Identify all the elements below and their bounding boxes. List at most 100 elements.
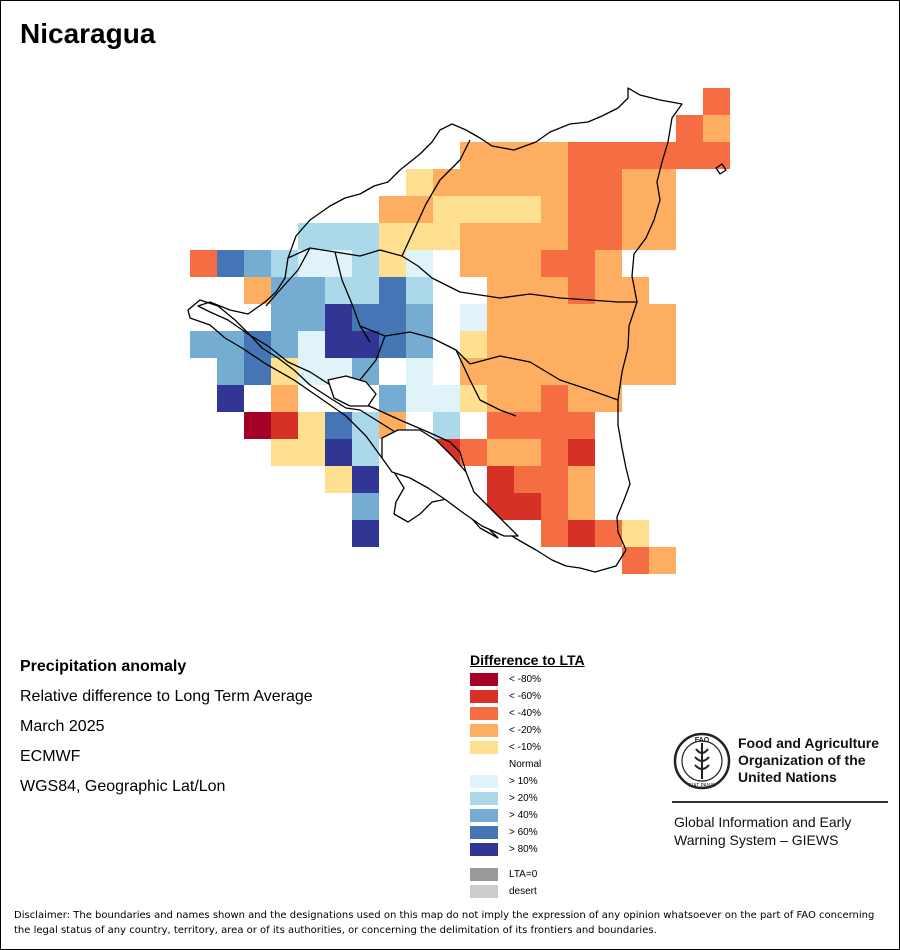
anomaly-cell — [379, 358, 406, 385]
anomaly-cell — [622, 223, 649, 250]
anomaly-cell — [514, 223, 541, 250]
anomaly-cell — [622, 277, 649, 304]
legend-label: > 60% — [509, 827, 538, 838]
anomaly-cell — [541, 196, 568, 223]
anomaly-cell — [595, 250, 622, 277]
anomaly-cell — [514, 169, 541, 196]
anomaly-cell — [595, 331, 622, 358]
department-border — [401, 139, 471, 257]
anomaly-cell — [487, 331, 514, 358]
anomaly-cell — [568, 331, 595, 358]
anomaly-cell — [541, 439, 568, 466]
anomaly-cell — [595, 223, 622, 250]
anomaly-cell — [541, 277, 568, 304]
anomaly-cell — [514, 439, 541, 466]
anomaly-cell — [676, 115, 703, 142]
legend-label: < -40% — [509, 708, 541, 719]
anomaly-cell — [622, 520, 649, 547]
anomaly-cell — [622, 358, 649, 385]
legend-row: > 40% — [470, 808, 585, 825]
legend-items: < -80% < -60% < -40% < -20% < -10% Normal > 10… — [470, 672, 585, 859]
anomaly-cell — [244, 385, 271, 412]
anomaly-cell — [325, 223, 352, 250]
legend-label: > 40% — [509, 810, 538, 821]
anomaly-cell — [379, 250, 406, 277]
legend-swatch — [470, 707, 498, 720]
anomaly-cell — [406, 169, 433, 196]
legend-extra: LTA=0 desert — [470, 867, 585, 901]
legend-row: < -20% — [470, 723, 585, 740]
anomaly-cell — [406, 250, 433, 277]
info-subtitle: Relative difference to Long Term Average — [20, 688, 313, 705]
anomaly-cell — [703, 142, 730, 169]
anomaly-cell — [514, 493, 541, 520]
anomaly-cell — [676, 142, 703, 169]
department-border — [265, 247, 311, 307]
anomaly-cell — [244, 358, 271, 385]
anomaly-cell — [406, 223, 433, 250]
anomaly-cell — [190, 331, 217, 358]
anomaly-cell — [352, 304, 379, 331]
anomaly-cell — [244, 331, 271, 358]
anomaly-cell — [298, 439, 325, 466]
anomaly-cell — [541, 250, 568, 277]
anomaly-cell — [541, 169, 568, 196]
anomaly-cell — [325, 439, 352, 466]
legend-swatch — [470, 885, 498, 898]
info-source: ECMWF — [20, 748, 81, 765]
anomaly-cell — [541, 493, 568, 520]
anomaly-cell — [244, 277, 271, 304]
anomaly-cell — [622, 169, 649, 196]
lake-nicaragua — [381, 429, 519, 537]
anomaly-cell — [487, 223, 514, 250]
anomaly-cell — [406, 277, 433, 304]
anomaly-cell — [487, 169, 514, 196]
anomaly-cell — [379, 493, 406, 520]
legend-row: LTA=0 — [470, 867, 585, 884]
giews-name: Global Information and Early Warning Sys… — [674, 814, 852, 848]
legend-row: < -80% — [470, 672, 585, 689]
anomaly-cell — [271, 250, 298, 277]
legend-row: > 10% — [470, 774, 585, 791]
legend-label: > 80% — [509, 844, 538, 855]
anomaly-cell — [703, 115, 730, 142]
legend-swatch — [470, 809, 498, 822]
anomaly-cell — [541, 304, 568, 331]
anomaly-cell — [514, 277, 541, 304]
anomaly-cell — [649, 547, 676, 574]
anomaly-cell — [271, 439, 298, 466]
legend-title: Difference to LTA — [470, 652, 585, 668]
anomaly-cell — [298, 250, 325, 277]
anomaly-cell — [568, 412, 595, 439]
anomaly-cell — [460, 196, 487, 223]
anomaly-cell — [433, 385, 460, 412]
anomaly-cell — [460, 439, 487, 466]
legend-swatch — [470, 843, 498, 856]
anomaly-cell — [487, 142, 514, 169]
anomaly-cell — [217, 385, 244, 412]
anomaly-cell — [568, 304, 595, 331]
legend-label: < -80% — [509, 674, 541, 685]
anomaly-cell — [406, 358, 433, 385]
anomaly-cell — [649, 331, 676, 358]
anomaly-cell — [325, 412, 352, 439]
anomaly-cell — [541, 331, 568, 358]
anomaly-cell — [622, 250, 649, 277]
anomaly-cell — [298, 412, 325, 439]
fao-logo-motto: FIAT PANIS — [689, 783, 716, 789]
anomaly-cell — [460, 277, 487, 304]
legend-label: > 20% — [509, 793, 538, 804]
anomaly-cell — [622, 142, 649, 169]
anomaly-cell — [568, 196, 595, 223]
anomaly-cell — [460, 304, 487, 331]
anomaly-cell — [541, 142, 568, 169]
anomaly-cell — [514, 304, 541, 331]
island — [715, 163, 727, 175]
fao-logo-block: FAO FIAT PANIS Food and Agriculture Orga… — [672, 731, 888, 848]
legend-swatch — [470, 758, 498, 771]
legend-label: < -10% — [509, 742, 541, 753]
anomaly-cell — [325, 331, 352, 358]
anomaly-cell — [433, 250, 460, 277]
fao-logo-icon: FAO FIAT PANIS — [673, 732, 731, 790]
anomaly-cell — [649, 304, 676, 331]
